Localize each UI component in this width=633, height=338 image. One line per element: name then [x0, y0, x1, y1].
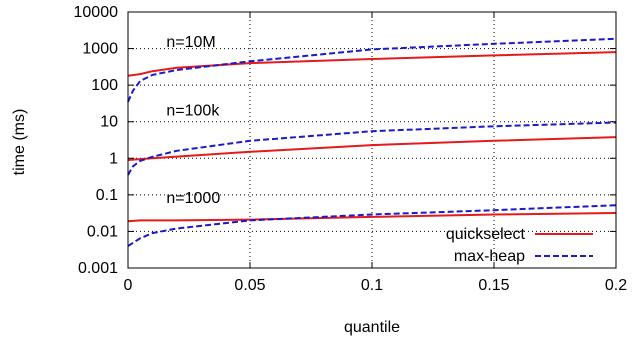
axis-ticks: 0 0.05 0.1 0.15 0.2 0.001 0.01 0.1 1 10 100 1000 100…: [74, 4, 628, 294]
series-line-max-heap-n=1000: [127, 204, 617, 247]
x-axis-title: quantile: [344, 319, 400, 336]
y-axis-title: time (ms): [11, 109, 28, 176]
y-tick-label: 1000: [82, 41, 118, 58]
y-tick-label: 10000: [74, 4, 119, 21]
y-tick-label: 100: [91, 77, 118, 94]
x-tick-label: 0.15: [478, 277, 509, 294]
x-tick-label: 0.2: [605, 277, 627, 294]
y-tick-label: 10: [100, 114, 118, 131]
x-tick-label: 0.05: [234, 277, 265, 294]
annotation-label: n=10M: [166, 34, 215, 51]
series-lines: [127, 37, 617, 247]
legend-label: max-heap: [454, 248, 525, 265]
y-tick-label: 0.01: [87, 223, 118, 240]
legend-label: quickselect: [446, 226, 526, 243]
series-line-max-heap-n=100k: [127, 121, 617, 176]
annotation-label: n=100k: [166, 102, 220, 119]
x-tick-label: 0: [124, 277, 133, 294]
y-tick-label: 0.001: [78, 260, 118, 277]
y-tick-label: 1: [109, 150, 118, 167]
x-tick-label: 0.1: [361, 277, 383, 294]
legend: quickselect max-heap: [446, 226, 593, 265]
annotations: n=10M n=100k n=1000: [166, 34, 220, 207]
y-tick-label: 0.1: [96, 187, 118, 204]
annotation-label: n=1000: [166, 190, 220, 207]
